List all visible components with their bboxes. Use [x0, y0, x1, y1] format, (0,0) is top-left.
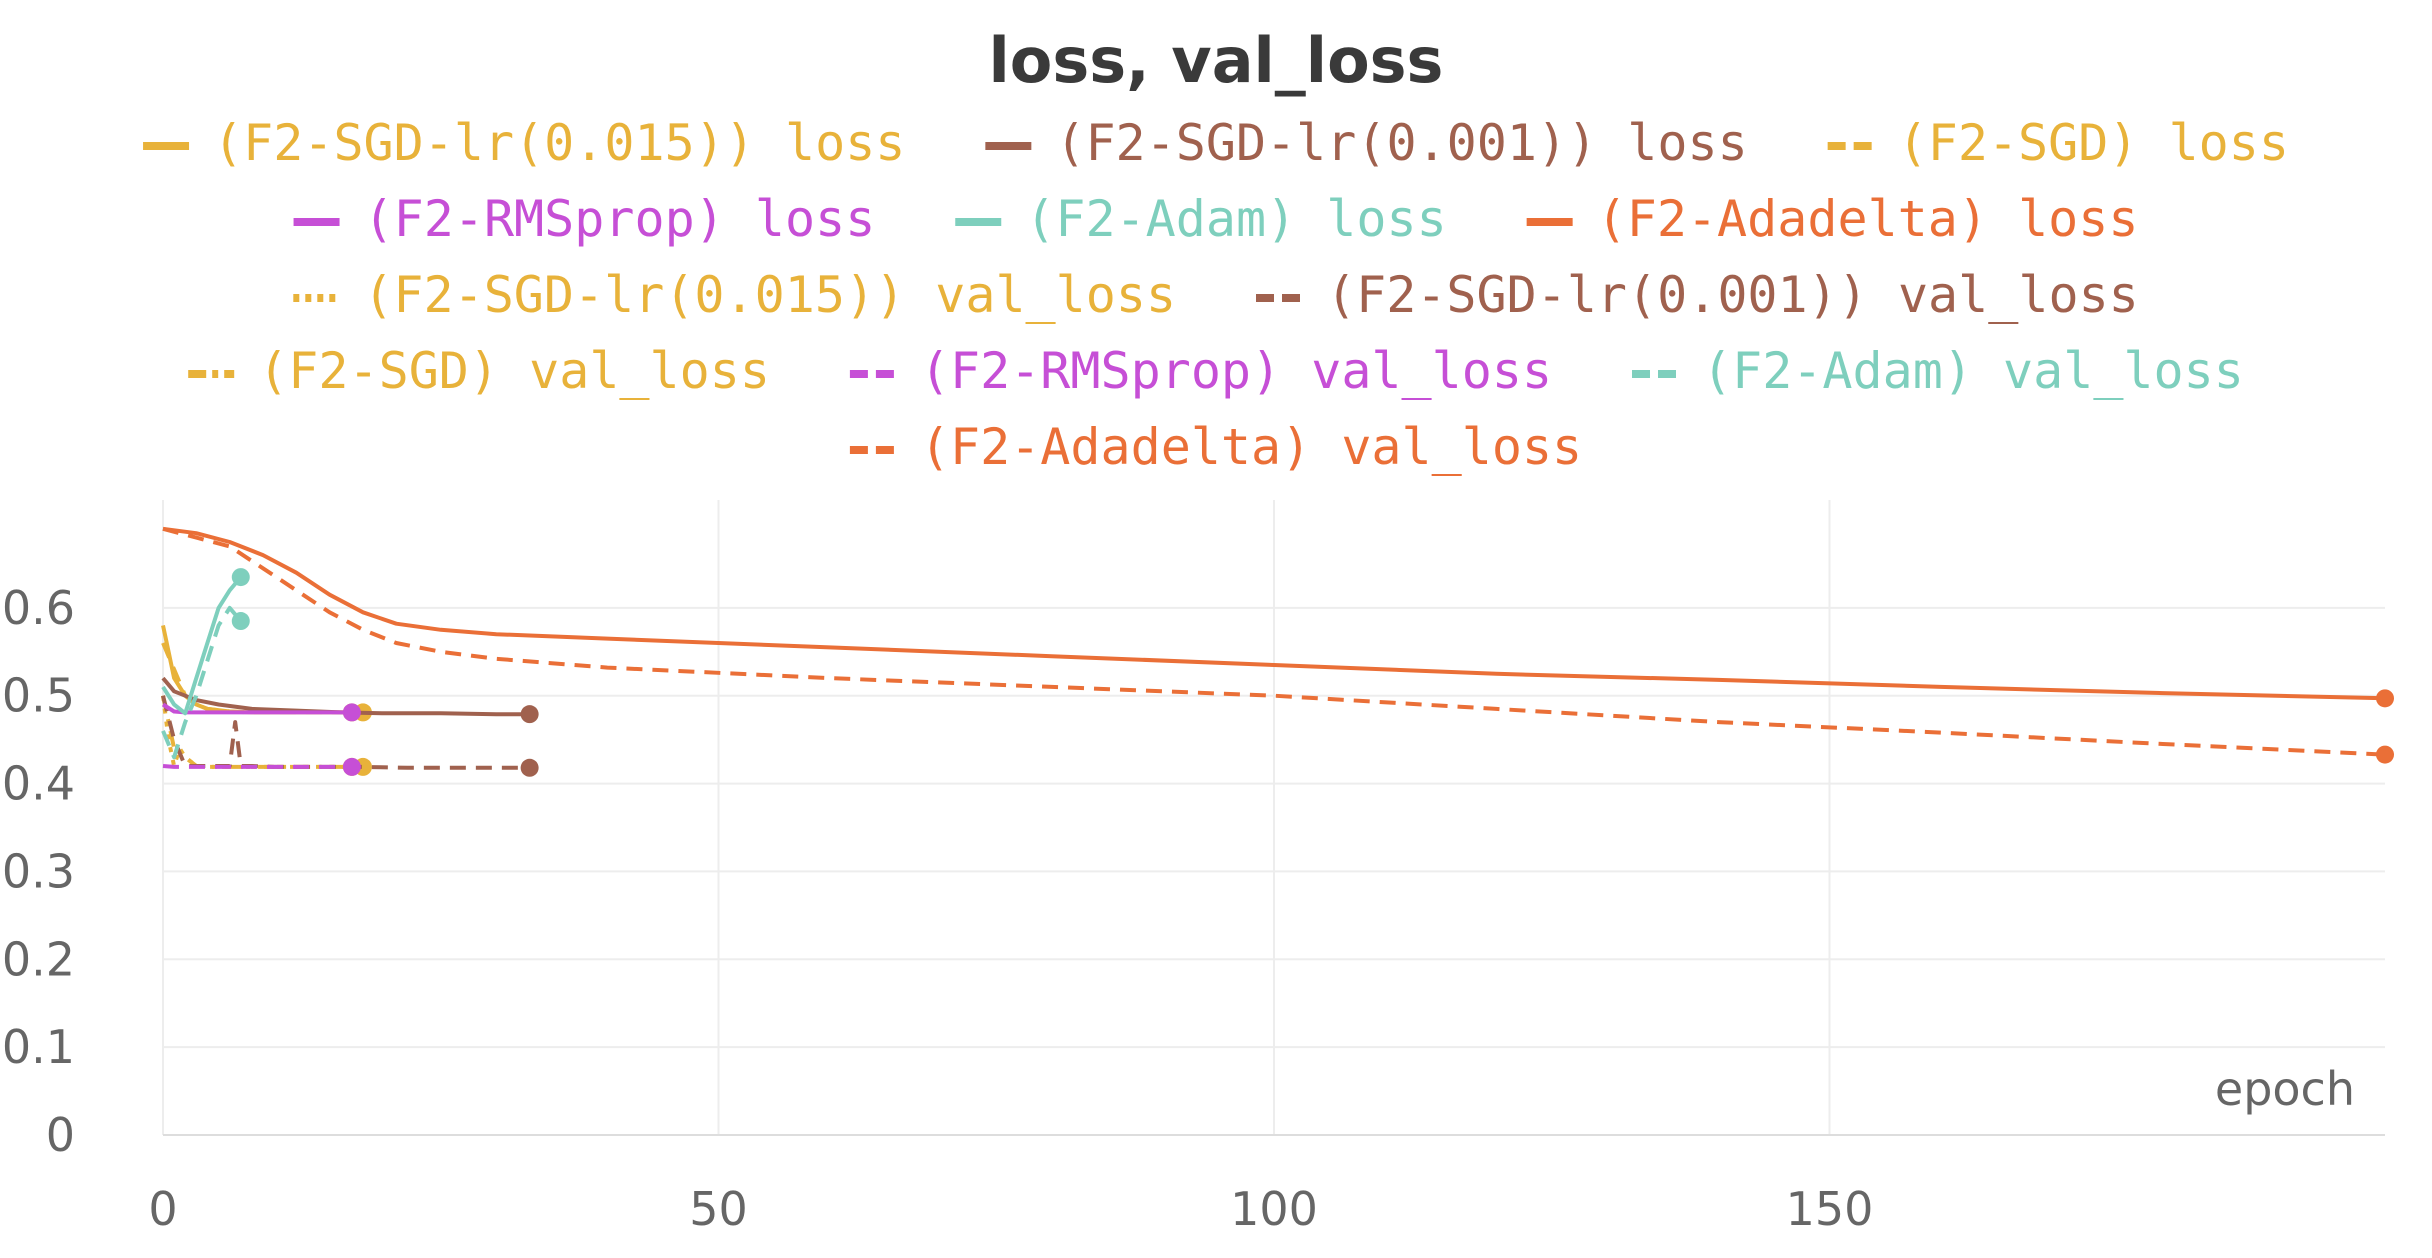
gridlines: 0 0.1 0.2 0.3 0.4 0.5 0.6 0 50 100 150 [2, 500, 2385, 1236]
legend-item-f2-adadelta-val-loss[interactable]: (F2-Adadelta) val_loss [849, 418, 1582, 476]
legend-label: (F2-SGD) val_loss [258, 342, 770, 400]
y-tick-label: 0 [46, 1108, 75, 1162]
legend-label: (F2-Adam) val_loss [1702, 342, 2244, 400]
legend-label: (F2-SGD-lr(0.001)) loss [1055, 114, 1747, 172]
x-axis-label: epoch [2215, 1062, 2355, 1116]
legend-label: (F2-SGD-lr(0.001)) val_loss [1326, 266, 2139, 324]
series-end-marker-f2-adam-loss [231, 568, 250, 587]
series-end-marker-f2-adadelta-loss [2376, 689, 2394, 708]
series-end-marker-f2-adam-val-loss [231, 612, 250, 631]
legend-label: (F2-SGD) loss [1898, 114, 2289, 172]
x-tick-label: 150 [1786, 1182, 1874, 1236]
legend-label: (F2-RMSprop) val_loss [920, 342, 1552, 400]
legend-label: (F2-Adadelta) val_loss [920, 418, 1582, 476]
legend-item-f2-adadelta-loss[interactable]: (F2-Adadelta) loss [1526, 190, 2139, 248]
legend-item-f2-rmsprop-loss[interactable]: (F2-RMSprop) loss [293, 190, 876, 248]
x-tick-label: 50 [689, 1182, 748, 1236]
y-tick-label: 0.6 [2, 581, 75, 635]
y-tick-label: 0.5 [2, 669, 75, 723]
legend-item-f2-sgd-lr-0-015-val-loss[interactable]: (F2-SGD-lr(0.015)) val_loss [293, 266, 1176, 324]
y-tick-label: 0.1 [2, 1020, 75, 1074]
legend-label: (F2-Adadelta) loss [1597, 190, 2139, 248]
series-end-marker-f2-adadelta-val-loss [2376, 745, 2394, 764]
series-end-marker-f2-rmsprop-loss [342, 703, 361, 722]
legend-label: (F2-SGD-lr(0.015)) loss [213, 114, 905, 172]
legend-item-f2-adam-loss[interactable]: (F2-Adam) loss [955, 190, 1447, 248]
chart-title: loss, val_loss [989, 24, 1444, 97]
y-tick-label: 0.2 [2, 932, 75, 986]
series-line-f2-adadelta-val-loss [162, 526, 2386, 757]
series-line-f2-adam-val-loss [161, 605, 243, 760]
legend-item-f2-sgd-val-loss[interactable]: (F2-SGD) val_loss [188, 342, 770, 400]
legend-label: (F2-Adam) loss [1025, 190, 1446, 248]
series-end-marker-f2-sgd-lr-0-001-val-loss [520, 758, 539, 777]
legend-item-f2-sgd-loss[interactable]: (F2-SGD) loss [1827, 114, 2289, 172]
legend-label: (F2-RMSprop) loss [364, 190, 876, 248]
series-line-f2-sgd-loss [161, 642, 352, 715]
series-line-f2-sgd-lr-0-015-val-loss [161, 695, 363, 769]
legend-item-f2-adam-val-loss[interactable]: (F2-Adam) val_loss [1632, 342, 2244, 400]
legend: (F2-SGD-lr(0.015)) loss (F2-SGD-lr(0.001)… [143, 114, 2289, 476]
series-line-f2-sgd-lr-0-001-loss [161, 676, 530, 717]
series-end-marker-f2-rmsprop-val-loss [342, 757, 361, 776]
series-lines [161, 526, 2394, 777]
x-tick-label: 0 [148, 1182, 177, 1236]
series-end-marker-f2-sgd-lr-0-001-loss [520, 705, 539, 724]
series-line-f2-adadelta-loss [162, 526, 2386, 701]
y-tick-label: 0.4 [2, 757, 75, 811]
legend-item-f2-sgd-lr-0-001-loss[interactable]: (F2-SGD-lr(0.001)) loss [985, 114, 1748, 172]
series-line-f2-adam-loss [161, 575, 243, 716]
series-line-f2-rmsprop-val-loss [162, 764, 352, 769]
legend-item-f2-sgd-lr-0-015-loss[interactable]: (F2-SGD-lr(0.015)) loss [143, 114, 905, 172]
legend-label: (F2-SGD-lr(0.015)) val_loss [363, 266, 1176, 324]
x-tick-label: 100 [1230, 1182, 1318, 1236]
legend-item-f2-rmsprop-val-loss[interactable]: (F2-RMSprop) val_loss [849, 342, 1552, 400]
y-tick-label: 0.3 [2, 844, 75, 898]
legend-item-f2-sgd-lr-0-001-val-loss[interactable]: (F2-SGD-lr(0.001)) val_loss [1256, 266, 2139, 324]
